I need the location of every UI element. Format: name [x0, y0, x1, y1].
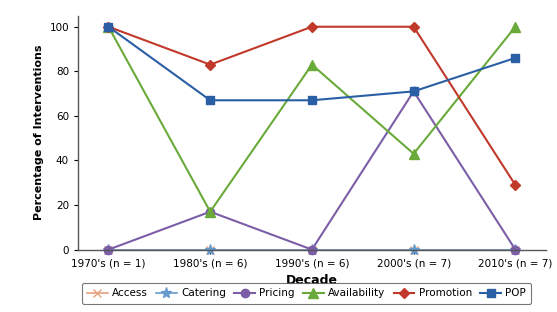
Y-axis label: Percentage of Interventions: Percentage of Interventions	[34, 45, 44, 220]
Access	[309, 248, 315, 251]
Promotion	[309, 25, 315, 29]
Pricing	[207, 210, 213, 214]
Catering	[207, 248, 213, 251]
Access	[207, 248, 213, 251]
X-axis label: Decade: Decade	[286, 274, 338, 287]
Availability	[105, 25, 112, 29]
Promotion	[105, 25, 112, 29]
Promotion	[411, 25, 417, 29]
Access	[512, 248, 519, 251]
Promotion	[207, 63, 213, 66]
Line: Pricing: Pricing	[104, 87, 520, 254]
POP	[411, 90, 417, 93]
Line: Promotion: Promotion	[105, 23, 519, 188]
POP	[309, 98, 315, 102]
Line: Catering: Catering	[103, 244, 521, 255]
Legend: Access, Catering, Pricing, Availability, Promotion, POP: Access, Catering, Pricing, Availability,…	[81, 283, 531, 304]
Availability	[411, 152, 417, 156]
Catering	[105, 248, 112, 251]
Availability	[309, 63, 315, 66]
Pricing	[105, 248, 112, 251]
Access	[105, 248, 112, 251]
Pricing	[411, 90, 417, 93]
Line: Availability: Availability	[104, 22, 520, 217]
Availability	[207, 210, 213, 214]
POP	[512, 56, 519, 60]
Promotion	[512, 183, 519, 187]
Line: Access: Access	[104, 246, 520, 254]
POP	[207, 98, 213, 102]
Availability	[512, 25, 519, 29]
Catering	[512, 248, 519, 251]
Pricing	[512, 248, 519, 251]
Catering	[411, 248, 417, 251]
Catering	[309, 248, 315, 251]
Line: POP: POP	[104, 22, 520, 105]
Access	[411, 248, 417, 251]
POP	[105, 25, 112, 29]
Pricing	[309, 248, 315, 251]
